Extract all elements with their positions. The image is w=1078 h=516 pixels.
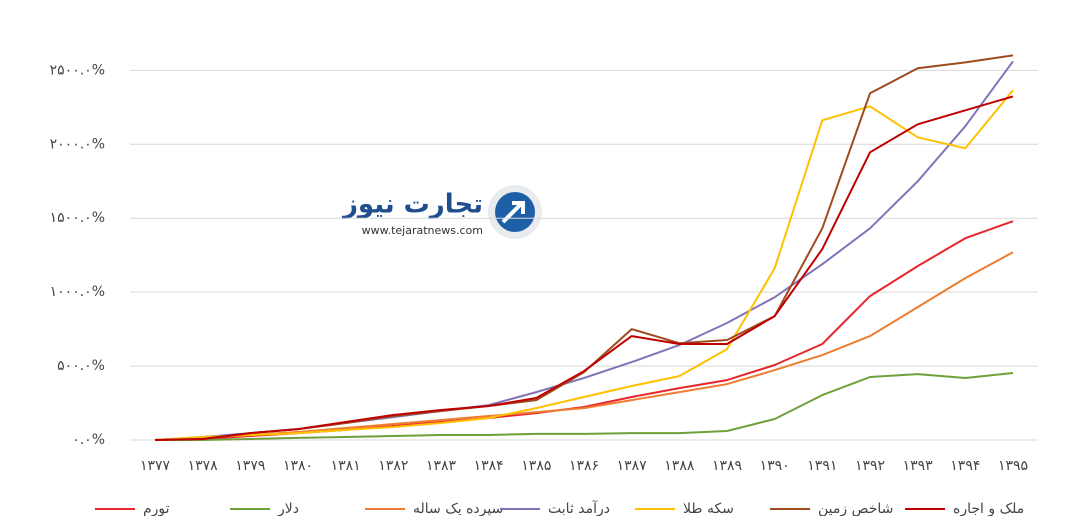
x-tick-label: ۱۳۹۰ [760,458,790,474]
y-tick-label: ۲۵۰۰.۰% [50,62,105,78]
x-tick-label: ۱۳۹۴ [950,458,980,474]
x-tick-label: ۱۳۹۱ [807,458,837,474]
legend-label: تورم [143,501,170,516]
series-line [154,95,1014,441]
x-tick-label: ۱۳۷۷ [140,458,171,474]
x-tick-label: ۱۳۸۳ [426,458,457,474]
y-tick-label: ۰.۰% [72,432,105,448]
x-tick-label: ۱۳۸۲ [378,458,408,474]
logo-url: www.tejaratnews.com [362,224,483,237]
legend-label: درآمد ثابت [548,500,610,516]
y-tick-label: ۱۵۰۰.۰% [50,210,105,226]
x-tick-label: ۱۳۸۱ [331,458,361,474]
x-tick-label: ۱۳۸۹ [712,458,742,474]
series-line [154,251,1014,441]
x-tick-label: ۱۳۷۹ [235,458,265,474]
logo-title: تجارت نیوز [341,190,483,220]
legend-label: سپرده یک ساله [413,501,503,516]
legend-label: شاخص زمین [818,501,893,516]
y-tick-label: ۲۰۰۰.۰% [50,136,105,152]
x-tick-label: ۱۳۸۸ [664,458,695,474]
watermark: تجارت نیوز www.tejaratnews.com [341,185,542,239]
x-tick-label: ۱۳۹۳ [903,458,934,474]
series-line [155,372,1014,441]
x-tick-label: ۱۳۸۶ [569,458,599,474]
logo-arrow [501,201,525,224]
legend-label: سکه طلا [683,501,734,516]
x-tick-label: ۱۳۹۲ [855,458,885,474]
x-tick-label: ۱۳۸۰ [283,458,313,474]
x-tick-label: ۱۳۸۷ [617,458,648,474]
legend-label: دلار [277,501,299,516]
x-tick-label: ۱۳۸۴ [474,458,504,474]
y-tick-label: ۵۰۰.۰% [57,358,105,374]
legend-label: ملک و اجاره [953,501,1024,516]
x-tick-label: ۱۳۸۵ [521,458,551,474]
series-line [154,89,1014,441]
x-tick-label: ۱۳۹۵ [998,458,1028,474]
y-tick-label: ۱۰۰۰.۰% [50,284,105,300]
x-tick-label: ۱۳۷۸ [188,458,219,474]
